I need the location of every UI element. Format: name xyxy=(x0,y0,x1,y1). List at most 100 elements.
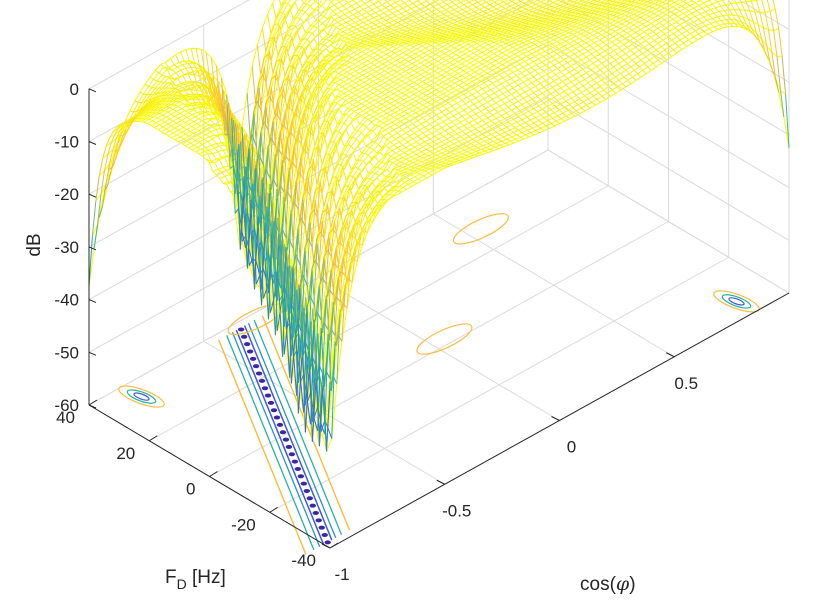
surface-mesh-seg xyxy=(309,159,314,196)
surface-mesh-seg xyxy=(269,299,275,313)
surface-mesh-seg xyxy=(347,107,352,110)
surface-mesh-seg xyxy=(502,41,507,44)
surface-mesh-seg xyxy=(165,75,170,78)
surface-mesh-seg xyxy=(398,5,404,9)
surface-mesh-seg xyxy=(289,322,294,348)
surface-mesh-seg xyxy=(422,104,427,108)
surface-mesh-seg xyxy=(545,80,550,85)
surface-mesh-seg xyxy=(255,275,261,285)
surface-mesh-seg xyxy=(300,112,305,144)
surface-mesh-seg xyxy=(183,138,188,142)
surface-mesh-seg xyxy=(454,71,459,74)
surface-mesh-seg xyxy=(205,147,210,151)
surface-mesh-seg xyxy=(524,19,528,22)
surface-mesh-seg xyxy=(585,56,591,61)
surface-mesh-seg xyxy=(248,258,254,266)
surface-mesh-seg xyxy=(335,13,340,18)
surface-mesh-seg xyxy=(642,37,647,42)
surface-mesh-seg xyxy=(556,41,561,45)
surface-mesh-seg xyxy=(325,295,331,341)
surface-mesh-seg xyxy=(432,51,437,55)
surface-mesh-seg xyxy=(413,70,418,74)
surface-mesh-seg xyxy=(491,19,496,22)
surface-mesh-seg xyxy=(366,213,372,220)
surface-mesh-seg xyxy=(474,20,479,23)
surface-mesh-seg xyxy=(375,33,380,37)
surface-mesh-seg xyxy=(198,118,203,122)
surface-mesh-seg xyxy=(604,9,609,11)
surface-mesh-seg xyxy=(559,12,564,15)
surface-mesh-seg xyxy=(250,110,255,141)
surface-mesh-seg xyxy=(384,0,388,3)
surface-mesh-seg xyxy=(529,29,534,32)
surface-mesh-seg xyxy=(319,49,323,53)
surface-mesh-seg xyxy=(362,98,367,102)
surface-mesh-seg xyxy=(451,105,456,110)
surface-mesh-seg xyxy=(423,88,428,91)
surface-mesh-seg xyxy=(567,48,572,52)
x-gridline xyxy=(432,0,675,358)
surface-mesh-seg xyxy=(483,32,487,34)
surface-mesh-seg xyxy=(432,41,436,44)
surface-mesh-seg xyxy=(474,32,479,35)
surface-mesh-seg xyxy=(652,46,657,51)
surface-mesh-seg xyxy=(177,66,182,71)
surface-mesh-seg xyxy=(127,120,132,124)
surface-mesh-seg xyxy=(331,55,336,58)
surface-mesh-seg xyxy=(399,174,404,176)
surface-mesh-seg xyxy=(496,8,501,12)
surface-mesh-seg xyxy=(507,49,512,53)
surface-mesh-seg xyxy=(347,144,352,147)
surface-mesh-seg xyxy=(485,42,489,46)
surface-mesh-seg xyxy=(93,225,98,249)
surface-mesh-seg xyxy=(536,79,541,84)
surface-mesh-seg xyxy=(422,69,426,73)
surface-mesh-seg xyxy=(498,74,504,79)
surface-mesh-seg xyxy=(391,86,396,90)
surface-mesh-seg xyxy=(544,11,549,14)
surface-mesh-seg xyxy=(267,87,272,131)
surface-mesh-seg xyxy=(283,139,288,164)
surface-mesh-seg xyxy=(344,36,349,40)
surface-mesh-seg xyxy=(510,14,514,18)
surface-mesh-seg xyxy=(271,137,276,146)
surface-mesh-seg xyxy=(489,148,494,152)
surface-mesh-seg xyxy=(357,77,362,81)
surface-mesh-seg xyxy=(560,43,565,47)
surface-mesh-seg xyxy=(160,64,165,68)
surface-mesh-seg xyxy=(310,38,315,44)
surface-mesh-seg xyxy=(438,25,443,28)
surface-mesh-seg xyxy=(295,254,301,265)
surface-mesh-seg xyxy=(335,107,340,115)
surface-mesh-seg xyxy=(350,166,356,171)
surface-mesh-seg xyxy=(409,13,414,17)
surface-mesh-seg xyxy=(413,33,417,36)
surface-mesh-seg xyxy=(364,152,369,156)
surface-mesh-seg xyxy=(429,15,434,19)
surface-mesh-seg xyxy=(476,43,481,46)
surface-mesh-seg xyxy=(303,69,308,73)
surface-mesh-seg xyxy=(563,59,568,64)
surface-mesh-seg xyxy=(520,0,525,4)
surface-mesh-seg xyxy=(136,108,141,112)
surface-mesh-seg xyxy=(310,88,316,96)
surface-mesh-seg xyxy=(335,95,339,99)
surface-mesh-seg xyxy=(518,116,523,121)
surface-mesh-seg xyxy=(522,21,527,24)
surface-mesh-seg xyxy=(383,12,388,17)
surface-mesh-seg xyxy=(403,123,408,128)
surface-mesh-seg xyxy=(626,20,631,24)
surface-mesh-seg xyxy=(324,95,329,100)
surface-mesh-seg xyxy=(308,72,314,79)
surface-mesh-seg xyxy=(191,126,196,129)
surface-mesh-seg xyxy=(370,62,375,66)
surface-mesh-seg xyxy=(319,181,325,207)
surface-mesh-seg xyxy=(274,102,279,146)
surface-mesh-seg xyxy=(422,157,427,161)
surface-mesh-seg xyxy=(336,59,341,62)
surface-mesh-seg xyxy=(576,9,581,12)
surface-mesh-seg xyxy=(375,24,380,28)
surface-mesh-seg xyxy=(368,30,373,34)
surface-mesh-seg xyxy=(400,97,405,101)
surface-mesh-seg xyxy=(436,143,441,147)
